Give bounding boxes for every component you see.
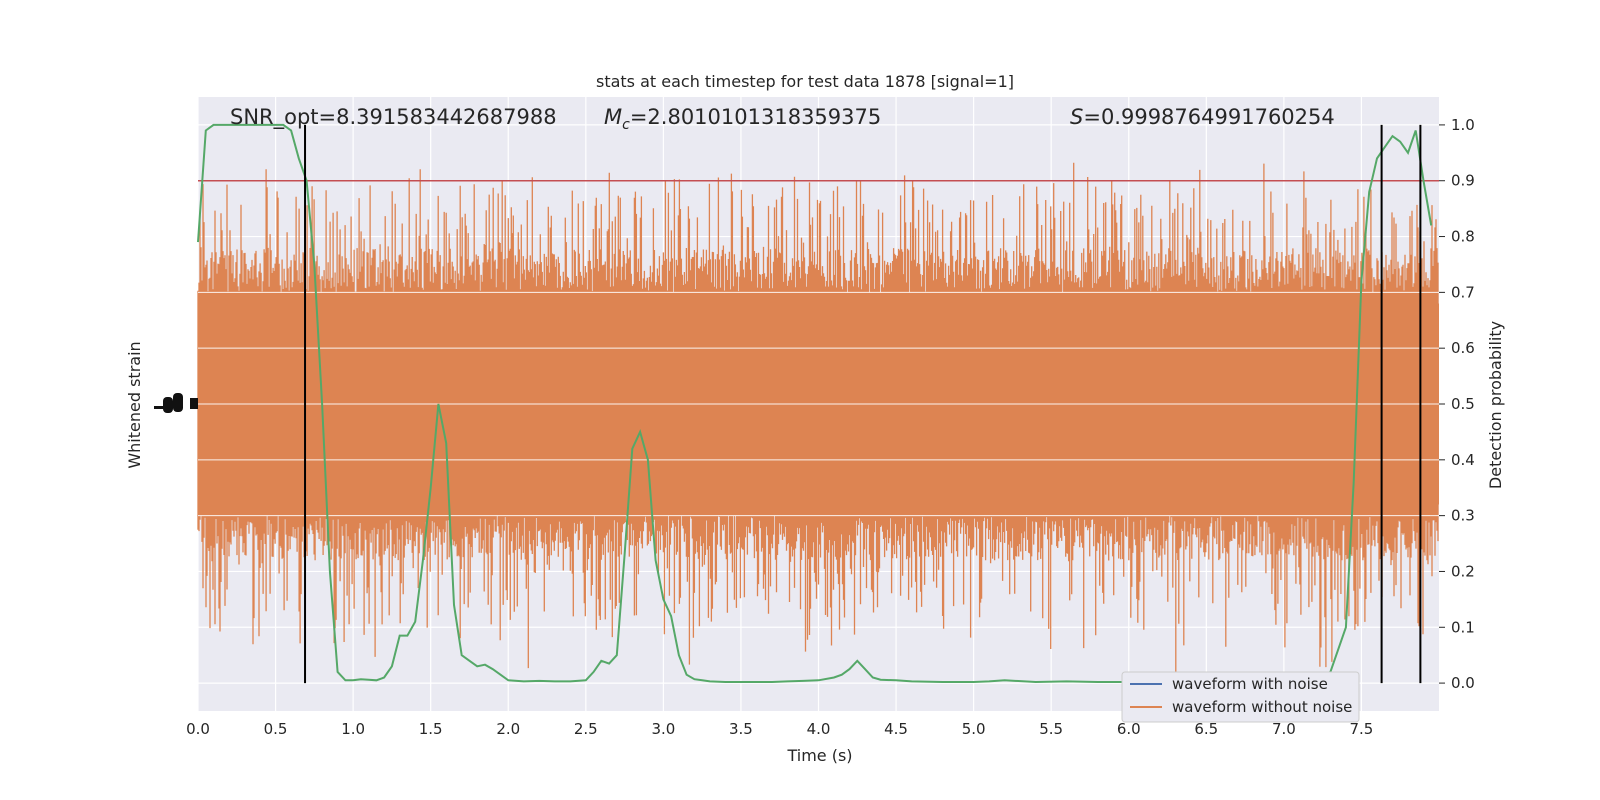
- mc-symbol: M: [604, 105, 622, 129]
- legend-label-noise: waveform with noise: [1172, 675, 1328, 693]
- right-tick-label: 1.0: [1451, 116, 1475, 134]
- right-tick-label: 0.2: [1451, 562, 1475, 580]
- x-tick-label: 6.5: [1194, 720, 1218, 738]
- x-tick-label: 1.5: [419, 720, 443, 738]
- right-tick-label: 0.4: [1451, 451, 1475, 469]
- right-axis-ticks: 0.0 0.1 0.2 0.3 0.4 0.5 0.6 0.7 0.8 0.9 1.0: [1439, 116, 1475, 692]
- snr-annotation: SNR_opt=8.391583442687988: [230, 105, 557, 130]
- x-tick-label: 5.0: [962, 720, 986, 738]
- mc-annotation: Mc=2.8010101318359375: [604, 105, 881, 133]
- strain-series: [197, 162, 1439, 677]
- right-tick-label: 0.5: [1451, 395, 1475, 413]
- x-axis-ticks: 0.0 0.5 1.0 1.5 2.0 2.5 3.0 3.5 4.0 4.5 5.0 5.5 6.0 6…: [186, 720, 1373, 738]
- right-tick-label: 0.0: [1451, 674, 1475, 692]
- x-tick-label: 2.5: [574, 720, 598, 738]
- x-tick-label: 5.5: [1039, 720, 1063, 738]
- x-tick-label: 0.5: [264, 720, 288, 738]
- right-tick-label: 0.7: [1451, 283, 1475, 301]
- x-tick-label: 2.0: [496, 720, 520, 738]
- left-axis-label: Whitened strain: [125, 341, 144, 468]
- x-axis-label: Time (s): [786, 746, 852, 765]
- x-tick-label: 1.0: [341, 720, 365, 738]
- x-tick-label: 0.0: [186, 720, 210, 738]
- x-tick-label: 7.0: [1272, 720, 1296, 738]
- x-tick-label: 3.5: [729, 720, 753, 738]
- legend-label-strain: waveform without noise: [1172, 698, 1352, 716]
- right-tick-label: 0.3: [1451, 507, 1475, 525]
- x-tick-label: 6.0: [1117, 720, 1141, 738]
- legend-box: [1121, 671, 1360, 723]
- s-value: =0.9998764991760254: [1083, 105, 1334, 129]
- mc-subscript: c: [622, 117, 630, 133]
- right-tick-label: 0.9: [1451, 172, 1475, 190]
- legend: waveform with noise waveform without noi…: [1121, 671, 1360, 723]
- left-axis-ticks-clutter: [154, 393, 198, 413]
- mc-value: =2.8010101318359375: [630, 105, 881, 129]
- right-axis-label: Detection probability: [1486, 321, 1505, 489]
- x-tick-label: 7.5: [1350, 720, 1374, 738]
- x-tick-label: 4.5: [884, 720, 908, 738]
- s-annotation: S=0.9998764991760254: [1070, 105, 1335, 129]
- chart-title: stats at each timestep for test data 187…: [596, 72, 1014, 91]
- right-tick-label: 0.8: [1451, 228, 1475, 246]
- right-tick-label: 0.6: [1451, 339, 1475, 357]
- x-tick-label: 4.0: [807, 720, 831, 738]
- right-tick-label: 0.1: [1451, 618, 1475, 636]
- x-tick-label: 3.0: [651, 720, 675, 738]
- s-symbol: S: [1070, 105, 1083, 129]
- vertical-markers: [304, 124, 1422, 684]
